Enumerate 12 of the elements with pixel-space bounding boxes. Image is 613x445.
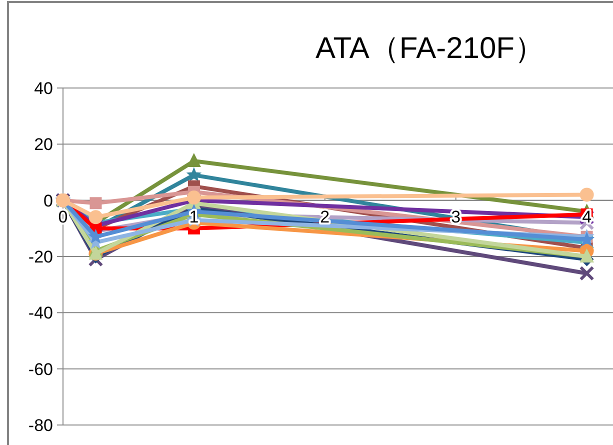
x-tick-label: 3 bbox=[451, 207, 461, 226]
x-tick-label: 1 bbox=[189, 207, 199, 226]
y-tick-label: 20 bbox=[34, 135, 53, 154]
chart-title: ATA（FA-210F） bbox=[316, 32, 544, 65]
y-tick-label: -60 bbox=[28, 360, 53, 379]
y-tick-label: -40 bbox=[28, 304, 53, 323]
y-tick-label: 0 bbox=[44, 191, 53, 210]
x-tick-label: 0 bbox=[58, 207, 68, 226]
y-tick-label: 40 bbox=[34, 79, 53, 98]
x-tick-label: 2 bbox=[320, 207, 330, 226]
y-tick-label: -80 bbox=[28, 416, 53, 435]
y-tick-label: -20 bbox=[28, 248, 53, 266]
